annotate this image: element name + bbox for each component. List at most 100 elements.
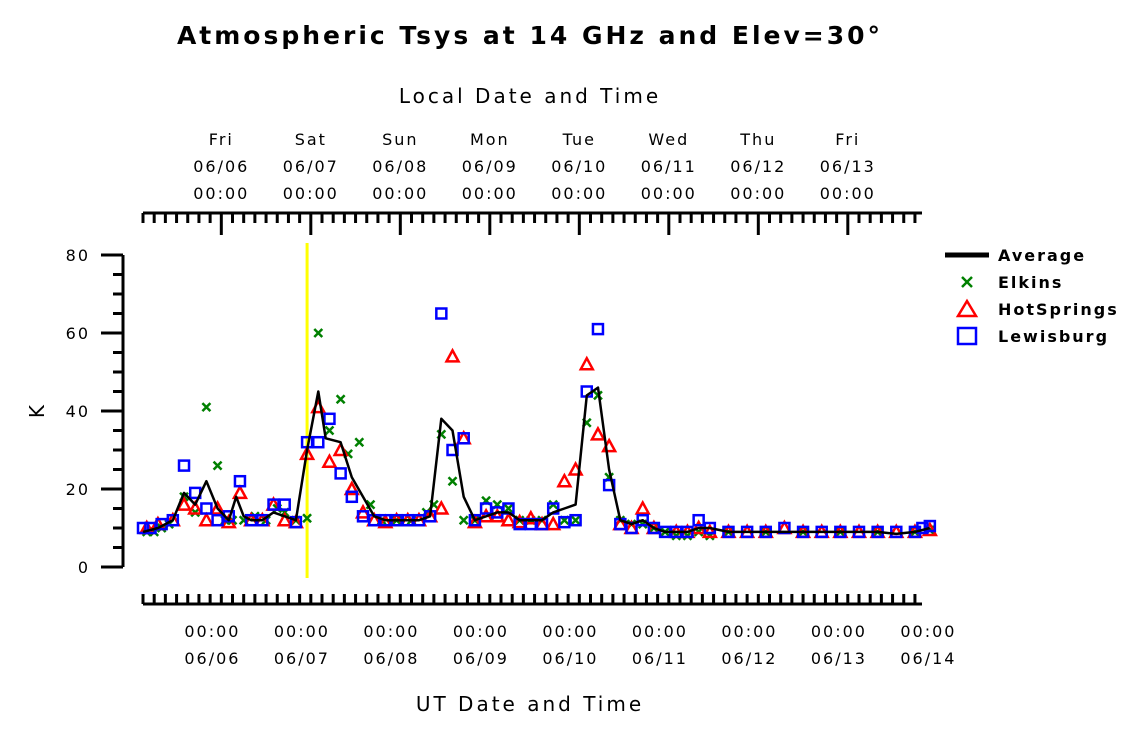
ut-tick-time: 00:00: [453, 622, 509, 641]
ut-tick-time: 00:00: [184, 622, 240, 641]
lewisburg-point: [457, 432, 470, 445]
local-tick-time: 00:00: [820, 184, 876, 203]
elkins-point: [570, 515, 581, 526]
local-tick-day: Fri: [835, 130, 860, 149]
local-tick-day: Sun: [382, 130, 418, 149]
hotsprings-point: [276, 511, 293, 527]
local-tick-day: Mon: [470, 130, 510, 149]
ut-tick-date: 06/13: [811, 649, 867, 668]
lewisburg-point: [200, 502, 213, 515]
ut-tick-date: 06/14: [900, 649, 956, 668]
hotsprings-point: [578, 355, 595, 371]
hotsprings-point: [198, 511, 215, 527]
hotsprings-point: [209, 499, 226, 515]
lewisburg-point: [323, 412, 336, 426]
lewisburg-point: [468, 513, 482, 527]
y-tick-label: 60: [66, 324, 90, 343]
ut-tick-date: 06/07: [274, 649, 330, 668]
ut-tick-time: 00:00: [811, 622, 867, 641]
hotsprings-point: [321, 453, 338, 468]
local-tick-time: 00:00: [641, 184, 697, 203]
elkins-point: [324, 425, 335, 436]
hotsprings-point: [466, 513, 484, 529]
hotsprings-point: [444, 347, 461, 363]
y-tick-label: 0: [78, 558, 90, 577]
lewisburg-point: [177, 459, 191, 472]
local-tick-day: Fri: [209, 130, 234, 149]
ut-tick-time: 00:00: [721, 622, 777, 641]
elkins-point: [447, 476, 458, 487]
legend-item-hotsprings: HotSprings: [955, 298, 1117, 319]
hotsprings-point: [187, 499, 204, 515]
elkins-point: [212, 460, 223, 471]
local-tick-day: Tue: [562, 130, 596, 149]
hotsprings-point: [343, 480, 360, 496]
legend-swatch: [955, 298, 979, 318]
bottom-axis-title: UT Date and Time: [416, 692, 644, 716]
hotsprings-point: [231, 484, 249, 500]
local-tick-day: Thu: [739, 130, 776, 149]
ut-tick-date: 06/12: [721, 649, 777, 668]
ut-tick-time: 00:00: [632, 622, 688, 641]
lewisburg-point: [435, 307, 448, 320]
series-average: [142, 386, 931, 536]
local-tick-date: 06/12: [730, 157, 786, 176]
local-tick-time: 00:00: [283, 184, 339, 203]
elkins-point: [335, 394, 346, 405]
hotsprings-point: [175, 495, 193, 511]
average-line: [142, 386, 931, 536]
local-tick-date: 06/09: [462, 157, 518, 176]
lewisburg-point: [334, 467, 347, 480]
elkins-point: [458, 515, 469, 526]
local-tick-time: 00:00: [372, 184, 428, 203]
legend-item-average: Average: [945, 246, 1084, 265]
elkins-point: [354, 437, 365, 448]
local-tick-day: Wed: [648, 130, 689, 149]
legend-label: Elkins: [998, 273, 1063, 292]
hotsprings-point: [298, 445, 316, 461]
lewisburg-point: [233, 474, 247, 488]
legend-item-lewisburg: Lewisburg: [956, 326, 1109, 346]
ut-tick-date: 06/08: [363, 649, 419, 668]
ut-tick-date: 06/10: [542, 649, 598, 668]
hotsprings-point: [556, 472, 573, 488]
hotsprings-point: [589, 425, 607, 441]
top-axis-title: Local Date and Time: [399, 84, 661, 108]
y-tick-label: 40: [66, 402, 90, 421]
hotsprings-point: [500, 511, 517, 527]
local-tick-date: 06/10: [551, 157, 607, 176]
series-layer: [136, 307, 938, 541]
lewisburg-point: [446, 443, 459, 457]
y-axis: 0 20 40 60 80: [66, 246, 125, 577]
local-tick-date: 06/08: [372, 157, 428, 176]
lewisburg-point: [345, 490, 359, 504]
lewisburg-point: [278, 498, 291, 511]
local-tick-date: 06/13: [820, 157, 876, 176]
hotsprings-point: [522, 509, 539, 525]
ut-tick-time: 00:00: [900, 622, 956, 641]
lewisburg-point: [923, 519, 937, 533]
ut-tick-time: 00:00: [274, 622, 330, 641]
local-tick-time: 00:00: [551, 184, 607, 203]
hotsprings-point: [701, 523, 718, 539]
legend-label: Lewisburg: [998, 327, 1109, 346]
series-hotsprings: [138, 347, 938, 539]
chart-title: Atmospheric Tsys at 14 GHz and Elev=30°: [177, 21, 883, 50]
ut-tick-date: 06/09: [453, 649, 509, 668]
local-tick-time: 00:00: [462, 184, 518, 203]
local-tick-time: 00:00: [193, 184, 249, 203]
lewisburg-point: [136, 521, 150, 535]
top-axis: Fri 06/06 00:00 Sat 06/07 00:00 Sun 06/08 00:00 M…: [141, 130, 922, 235]
local-tick-day: Sat: [295, 130, 327, 149]
legend-swatch: [956, 326, 978, 346]
series-lewisburg: [136, 307, 937, 539]
elkins-point: [313, 328, 324, 338]
lewisburg-point: [890, 525, 903, 539]
lewisburg-point: [166, 513, 180, 527]
lewisburg-point: [692, 513, 705, 527]
local-tick-time: 00:00: [730, 184, 786, 203]
ut-tick-date: 06/11: [632, 649, 688, 668]
series-elkins: [141, 328, 935, 541]
hotsprings-point: [377, 513, 394, 529]
